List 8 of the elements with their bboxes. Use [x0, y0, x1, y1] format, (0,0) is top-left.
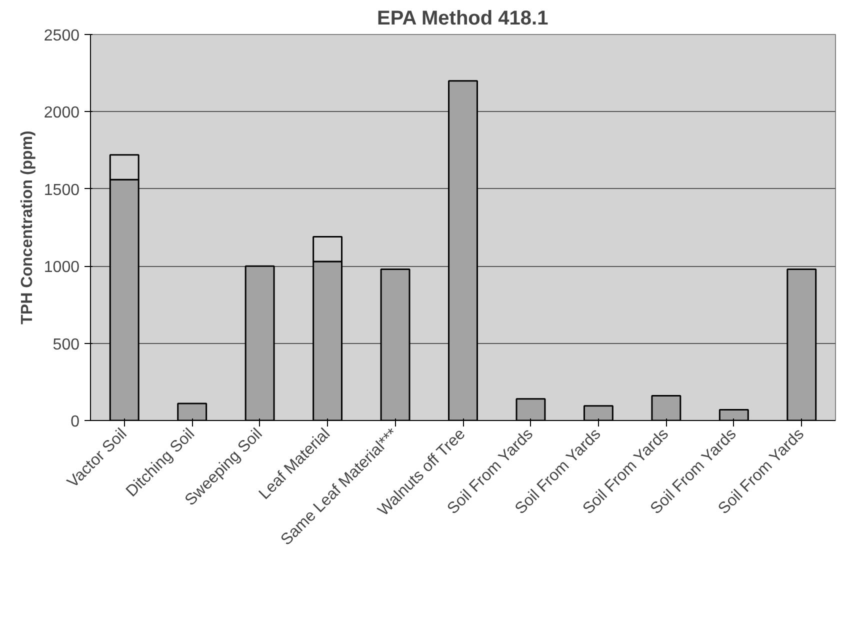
- y-tick-label: 2000: [44, 104, 80, 122]
- y-tick-label: 2500: [44, 28, 80, 44]
- chart-title: EPA Method 418.1: [377, 8, 548, 30]
- y-tick-label: 1000: [44, 259, 80, 276]
- y-tick-label: 0: [70, 414, 80, 430]
- y-tick-label: 1500: [44, 182, 80, 199]
- y-tick-label: 500: [52, 336, 80, 354]
- y-axis-title: TPH Concentration (ppm): [18, 130, 36, 324]
